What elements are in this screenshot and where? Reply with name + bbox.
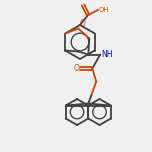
Text: NH: NH — [101, 50, 113, 59]
Text: O: O — [79, 19, 85, 28]
Text: OH: OH — [99, 7, 110, 13]
Text: O: O — [73, 64, 79, 73]
